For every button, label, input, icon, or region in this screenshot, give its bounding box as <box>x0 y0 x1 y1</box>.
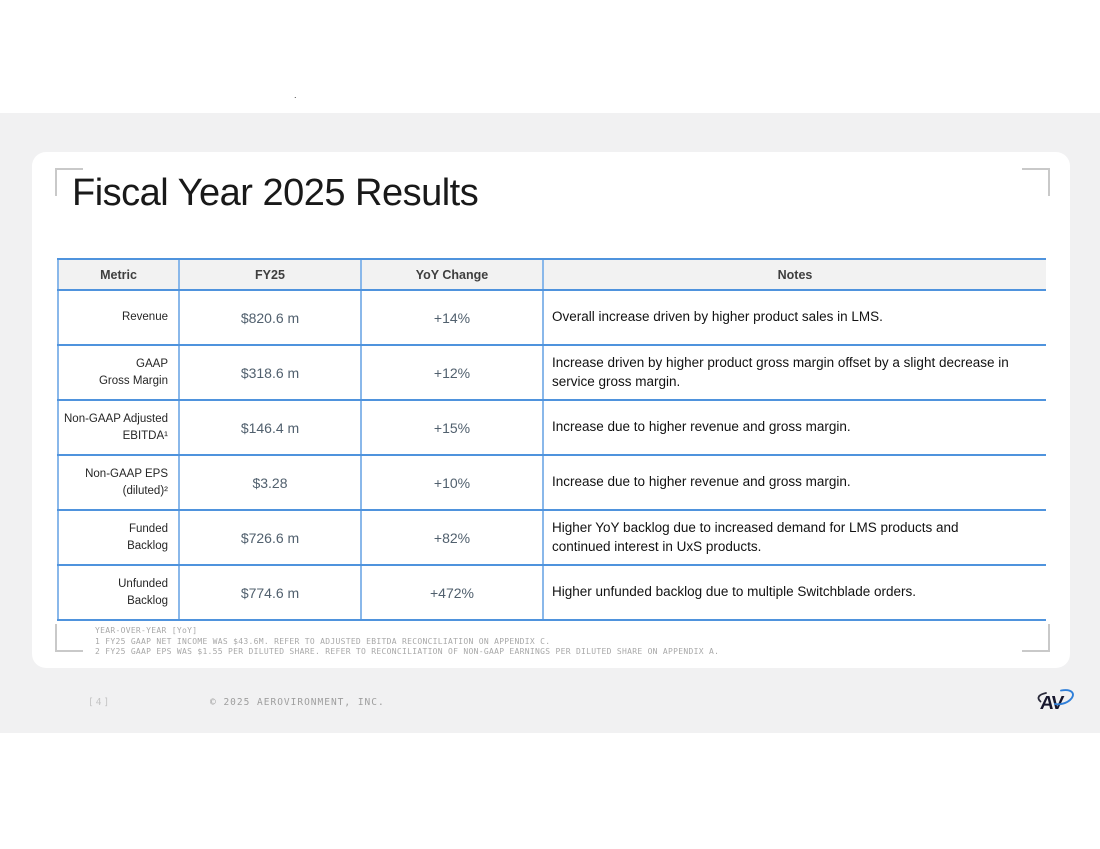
fy25-value: $146.4 m <box>178 400 361 456</box>
column-header-metric: Metric <box>57 258 179 291</box>
note-text: Overall increase driven by higher produc… <box>542 290 1046 346</box>
table-row: Revenue $820.6 m +14% Overall increase d… <box>57 290 1046 346</box>
table-row: GAAP Gross Margin $318.6 m +12% Increase… <box>57 345 1046 401</box>
page-title: Fiscal Year 2025 Results <box>72 172 479 214</box>
slide-card: Fiscal Year 2025 Results Metric FY25 YoY… <box>32 152 1070 668</box>
copyright-text: © 2025 AEROVIRONMENT, INC. <box>210 697 385 708</box>
page-number: [4] <box>88 697 112 708</box>
note-text: Increase due to higher revenue and gross… <box>542 455 1046 511</box>
metric-label: Funded Backlog <box>57 510 179 566</box>
table-header-row: Metric FY25 YoY Change Notes <box>57 258 1046 291</box>
metric-label: GAAP Gross Margin <box>57 345 179 401</box>
table-row: Non-GAAP Adjusted EBITDA¹ $146.4 m +15% … <box>57 400 1046 456</box>
fy25-value: $774.6 m <box>178 565 361 621</box>
fy25-value: $3.28 <box>178 455 361 511</box>
stray-dot: . <box>294 90 297 100</box>
footnotes: YEAR-OVER-YEAR [YoY] 1 FY25 GAAP NET INC… <box>95 626 719 658</box>
column-header-notes: Notes <box>542 258 1046 291</box>
fy25-value: $726.6 m <box>178 510 361 566</box>
corner-bracket-top-right <box>1022 168 1050 196</box>
yoy-value: +472% <box>360 565 543 621</box>
fy25-value: $820.6 m <box>178 290 361 346</box>
metric-label: Revenue <box>57 290 179 346</box>
yoy-value: +10% <box>360 455 543 511</box>
aerovironment-logo-icon: AV <box>1037 689 1074 714</box>
metric-label: Non-GAAP EPS (diluted)² <box>57 455 179 511</box>
note-text: Higher unfunded backlog due to multiple … <box>542 565 1046 621</box>
column-header-fy25: FY25 <box>178 258 361 291</box>
metric-label: Non-GAAP Adjusted EBITDA¹ <box>57 400 179 456</box>
note-text: Increase due to higher revenue and gross… <box>542 400 1046 456</box>
metric-label: Unfunded Backlog <box>57 565 179 621</box>
logo-letters: AV <box>1039 693 1065 714</box>
yoy-value: +14% <box>360 290 543 346</box>
corner-bracket-bottom-left <box>55 624 83 652</box>
table-row: Unfunded Backlog $774.6 m +472% Higher u… <box>57 565 1046 621</box>
corner-bracket-bottom-right <box>1022 624 1050 652</box>
footnote-line: 2 FY25 GAAP EPS WAS $1.55 PER DILUTED SH… <box>95 647 720 656</box>
yoy-value: +82% <box>360 510 543 566</box>
column-header-yoy-change: YoY Change <box>360 258 543 291</box>
table-row: Non-GAAP EPS (diluted)² $3.28 +10% Incre… <box>57 455 1046 511</box>
table-row: Funded Backlog $726.6 m +82% Higher YoY … <box>57 510 1046 566</box>
fy25-value: $318.6 m <box>178 345 361 401</box>
results-table: Metric FY25 YoY Change Notes Revenue $82… <box>57 258 1046 621</box>
note-text: Increase driven by higher product gross … <box>542 345 1046 401</box>
footnote-line: YEAR-OVER-YEAR [YoY] <box>95 626 198 635</box>
yoy-value: +15% <box>360 400 543 456</box>
footnote-line: 1 FY25 GAAP NET INCOME WAS $43.6M. REFER… <box>95 636 551 646</box>
yoy-value: +12% <box>360 345 543 401</box>
corner-bracket-top-left <box>55 168 83 196</box>
note-text: Higher YoY backlog due to increased dema… <box>542 510 1046 566</box>
